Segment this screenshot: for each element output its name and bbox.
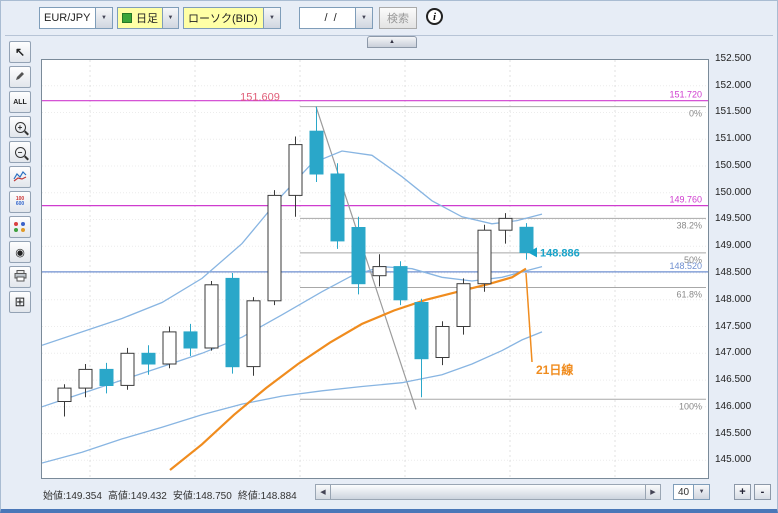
price-axis[interactable]: 152.500 152.000 151.500 151.000 150.500 150.0… <box>713 1 775 481</box>
chart-scrollbar[interactable]: ◀ ▶ <box>315 484 661 500</box>
grid-layout-icon: ⊞ <box>14 294 26 309</box>
price-tick-label: 151.500 <box>715 106 752 117</box>
price-levels-icon: 100 600 <box>15 196 25 207</box>
svg-text:61.8%: 61.8% <box>676 290 702 300</box>
svg-text:38.2%: 38.2% <box>676 220 702 230</box>
zoom-out-bars-button[interactable]: - <box>754 484 771 500</box>
collapse-arrow-icon: ▲ <box>389 39 395 45</box>
chart-plot-area[interactable]: 151.720 149.760 148.520 0% 38.2% 50% 61.8% 100%… <box>41 59 709 479</box>
line-chart-icon <box>13 170 27 185</box>
visibility-tool-button[interactable]: ◉ <box>9 241 31 263</box>
price-tick-label: 152.500 <box>715 53 752 64</box>
scroll-left-button[interactable]: ◀ <box>316 485 331 499</box>
zoom-in-bars-button[interactable]: + <box>734 484 751 500</box>
date-field[interactable]: / / <box>318 12 337 24</box>
scroll-right-button[interactable]: ▶ <box>645 485 660 499</box>
pencil-icon <box>14 70 26 85</box>
zoom-in-icon: + <box>14 121 26 133</box>
price-tick-label: 148.500 <box>715 267 752 278</box>
zoom-out-icon: − <box>14 146 26 158</box>
svg-text:151.720: 151.720 <box>669 90 702 100</box>
indicator-tool-button[interactable] <box>9 166 31 188</box>
search-button[interactable]: 検索 <box>379 7 417 29</box>
pair-select-value: EUR/JPY <box>44 12 91 24</box>
all-label: ALL <box>13 98 27 106</box>
price-tick-label: 145.000 <box>715 454 752 465</box>
timeframe-icon <box>122 13 132 23</box>
chart-type-select[interactable]: ローソク(BID) ▼ <box>183 7 281 29</box>
svg-text:0%: 0% <box>689 109 702 119</box>
price-tick-label: 148.000 <box>715 294 752 305</box>
info-icon[interactable]: i <box>426 8 443 25</box>
timeframe-select-value: 日足 <box>136 13 158 25</box>
status-bar: 始値:149.354 高値:149.432 安値:148.750 終値:148.… <box>1 483 777 502</box>
ohlc-summary: 始値:149.354 高値:149.432 安値:148.750 終値:148.… <box>43 487 297 502</box>
svg-text:50%: 50% <box>684 255 702 265</box>
eye-icon: ◉ <box>15 246 25 259</box>
price-tick-label: 147.000 <box>715 347 752 358</box>
chevron-down-icon[interactable]: ▼ <box>162 8 178 28</box>
svg-text:100%: 100% <box>679 401 702 411</box>
price-levels-tool-button[interactable]: 100 600 <box>9 191 31 213</box>
price-tick-label: 152.000 <box>715 80 752 91</box>
cursor-tool-button[interactable]: ↖ <box>9 41 31 63</box>
price-tick-label: 145.500 <box>715 428 752 439</box>
layout-tool-button[interactable]: ⊞ <box>9 291 31 313</box>
price-tick-label: 146.000 <box>715 401 752 412</box>
svg-text:21日線: 21日線 <box>536 362 573 377</box>
printer-icon <box>14 269 27 285</box>
svg-text:151.609: 151.609 <box>240 92 280 104</box>
svg-text:148.886: 148.886 <box>540 247 580 259</box>
chevron-down-icon[interactable]: ▼ <box>355 8 372 28</box>
bar-count-select[interactable]: 40 ▼ <box>673 484 711 500</box>
svg-text:149.760: 149.760 <box>669 195 702 205</box>
svg-text:148.520: 148.520 <box>669 261 702 271</box>
high-value: 高値:149.432 <box>107 491 167 502</box>
low-value: 安値:148.750 <box>172 491 232 502</box>
price-tick-label: 147.500 <box>715 321 752 332</box>
markers-icon <box>14 222 26 232</box>
pair-select[interactable]: EUR/JPY ▼ <box>39 7 113 29</box>
chevron-down-icon[interactable]: ▼ <box>263 8 280 28</box>
show-all-tool-button[interactable]: ALL <box>9 91 31 113</box>
bar-count-value: 40 <box>678 486 690 498</box>
price-tick-label: 149.500 <box>715 213 752 224</box>
zoom-in-tool-button[interactable]: + <box>9 116 31 138</box>
price-tick-label: 151.000 <box>715 133 752 144</box>
chart-canvas[interactable]: 151.720 149.760 148.520 0% 38.2% 50% 61.8% 100%… <box>42 60 708 478</box>
chevron-down-icon[interactable]: ▼ <box>95 8 112 28</box>
zoom-out-tool-button[interactable]: − <box>9 141 31 163</box>
timeframe-select[interactable]: 日足 ▼ <box>117 7 179 29</box>
price-tick-label: 146.500 <box>715 374 752 385</box>
cursor-icon: ↖ <box>14 45 26 59</box>
price-tick-label: 150.000 <box>715 187 752 198</box>
collapse-panel-button[interactable]: ▲ <box>367 36 417 48</box>
chart-type-select-value: ローソク(BID) <box>188 13 258 25</box>
open-value: 始値:149.354 <box>43 491 102 502</box>
markers-tool-button[interactable] <box>9 216 31 238</box>
chevron-down-icon[interactable]: ▼ <box>693 485 710 499</box>
toolbar-separator <box>5 35 773 36</box>
print-tool-button[interactable] <box>9 266 31 288</box>
price-tick-label: 150.500 <box>715 160 752 171</box>
close-value: 終値:148.884 <box>237 491 297 502</box>
date-select[interactable]: / / ▼ <box>299 7 373 29</box>
draw-tool-button[interactable] <box>9 66 31 88</box>
price-tick-label: 149.000 <box>715 240 752 251</box>
scrollbar-thumb[interactable] <box>331 485 645 499</box>
